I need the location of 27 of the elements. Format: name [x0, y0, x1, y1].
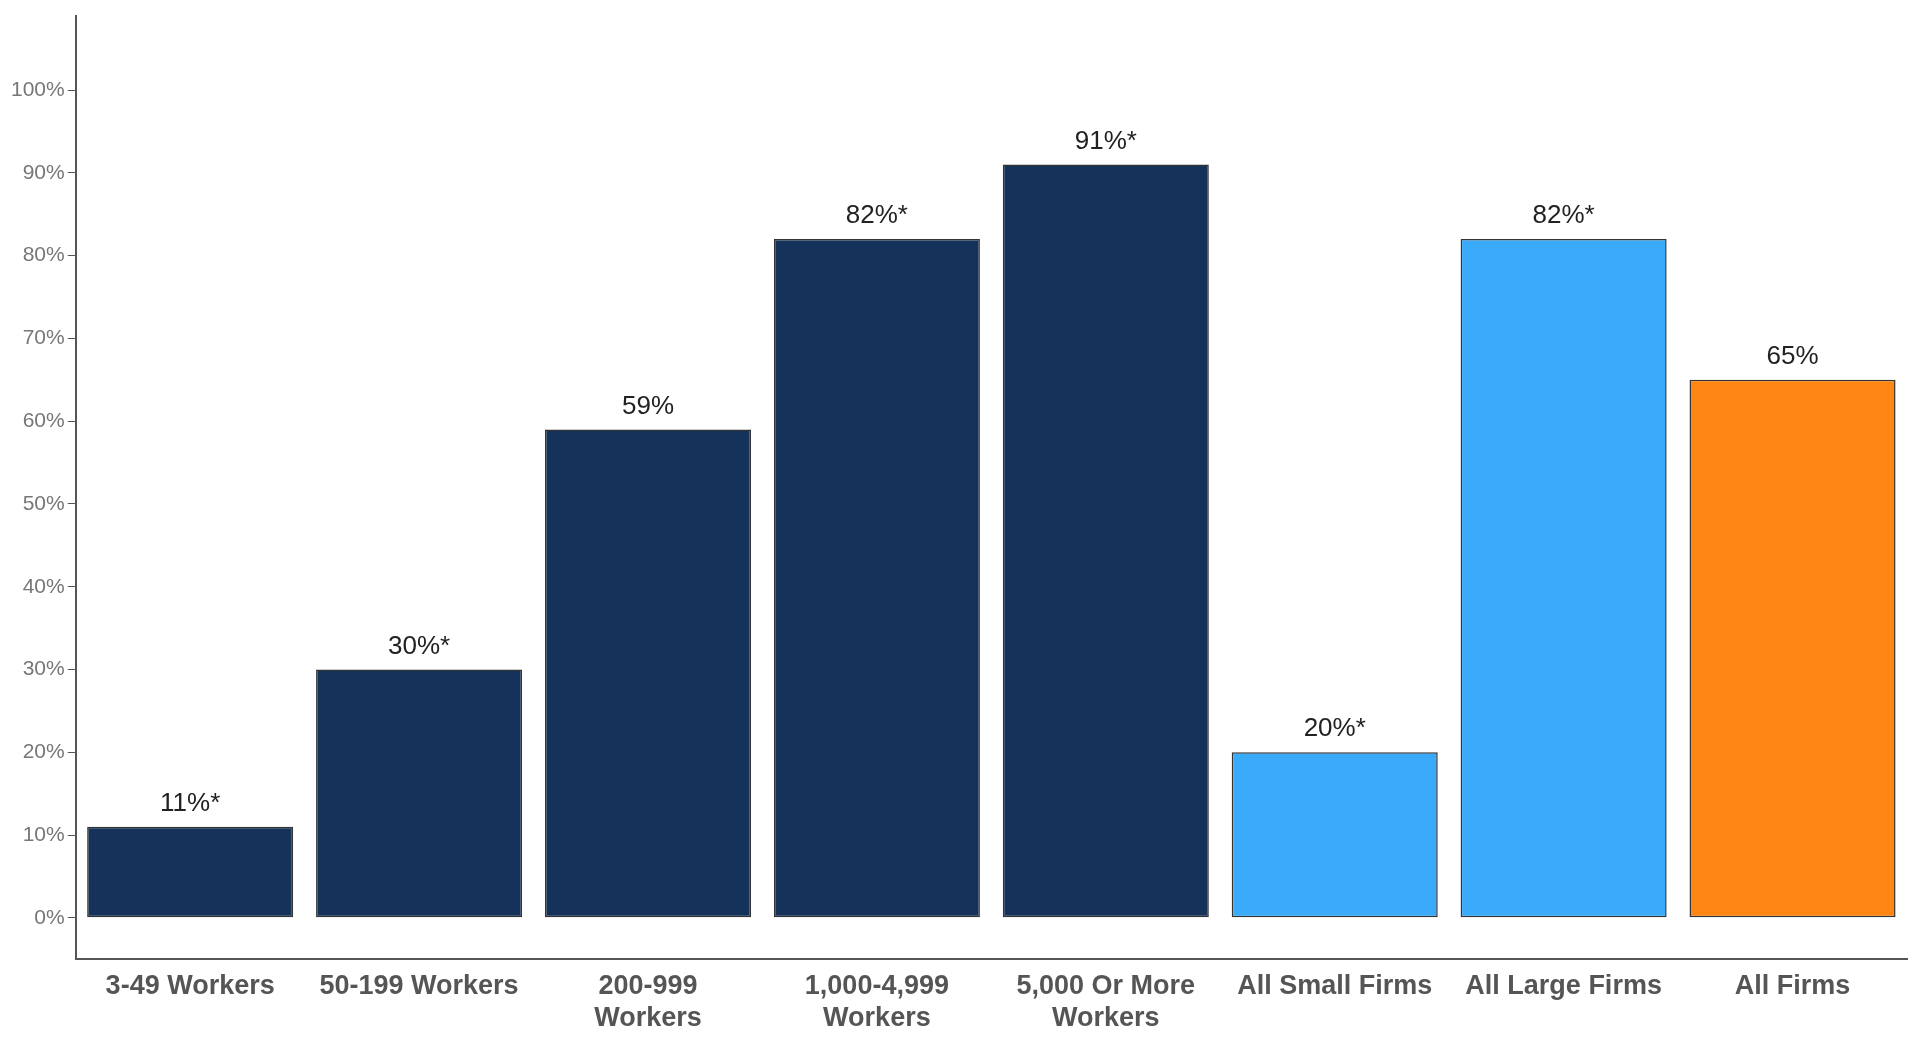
data-label: 91%* [1074, 124, 1137, 155]
data-label: 65% [1766, 339, 1819, 370]
y-tick-label: 0% [34, 904, 65, 928]
x-tick-label: All Small Firms [1237, 969, 1433, 1000]
y-tick-label: 100% [10, 76, 65, 100]
x-tick-label: 50-199 Workers [319, 969, 519, 1000]
y-tick-label: 90% [22, 159, 65, 183]
y-tick-label: 10% [22, 821, 65, 845]
data-label: 20%* [1303, 712, 1366, 743]
y-tick-label: 50% [22, 490, 65, 514]
y-tick-label: 40% [22, 573, 65, 597]
y-tick-label: 70% [22, 325, 65, 349]
data-label: 11%* [160, 786, 221, 817]
x-tick-label: 1,000-4,999 Workers [804, 969, 949, 1033]
y-tick-label: 30% [22, 656, 65, 680]
data-label: 82%* [1532, 199, 1595, 230]
x-tick-label: All Firms [1734, 969, 1851, 1000]
y-tick-label: 80% [22, 242, 65, 266]
data-label: 30%* [388, 629, 451, 660]
y-tick-label: 20% [22, 739, 65, 763]
y-tick-label: 60% [22, 407, 65, 431]
data-label: 59% [621, 389, 675, 420]
x-tick-label: 5,000 Or More Workers [1016, 969, 1196, 1033]
data-label: 82%* [845, 199, 908, 230]
x-tick-label: 200-999 Workers [594, 969, 702, 1033]
x-tick-label: All Large Firms [1465, 969, 1662, 1000]
x-tick-label: 3-49 Workers [105, 969, 275, 1000]
